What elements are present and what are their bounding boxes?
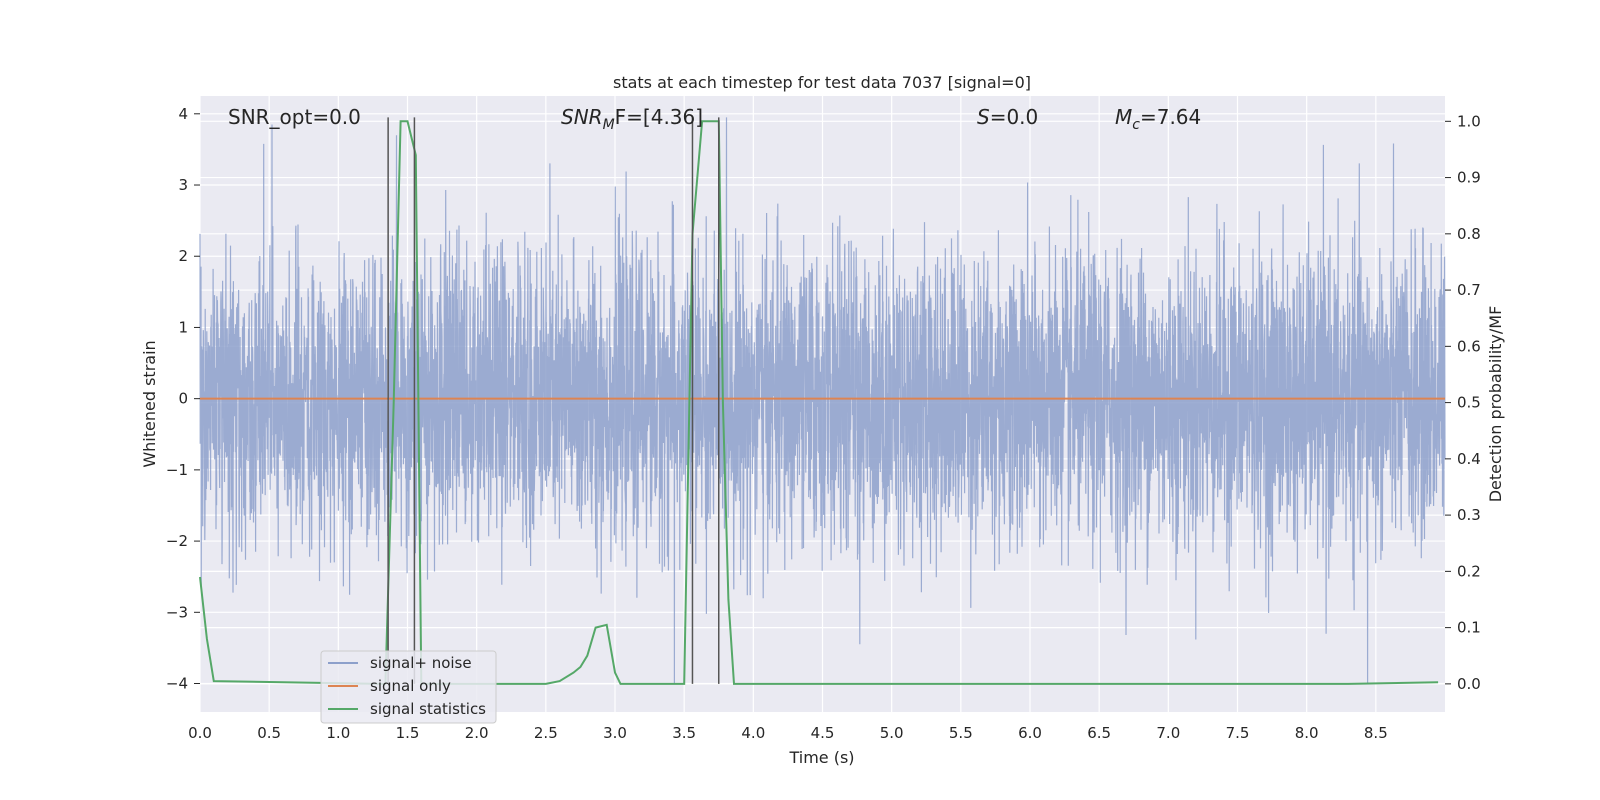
annotation-mc-val-tail: =7.64	[1140, 105, 1201, 129]
y-right-tick-label-10: 1.0	[1457, 112, 1481, 130]
series-signal-noise	[199, 117, 1446, 684]
legend: signal+ noise signal only signal statist…	[320, 650, 497, 724]
x-tick-label-12: 6.0	[1018, 724, 1042, 742]
x-tick-label-11: 5.5	[949, 724, 973, 742]
y-right-tick-label-5: 0.5	[1457, 394, 1481, 412]
x-tick-label-5: 2.5	[534, 724, 558, 742]
annotation-mc-val-sub: c	[1132, 117, 1140, 133]
x-tick-label-9: 4.5	[811, 724, 835, 742]
y-tick-label-6: 2	[178, 247, 188, 265]
legend-label-signal-statistics: signal statistics	[370, 700, 486, 718]
y-right-tick-label-6: 0.6	[1457, 337, 1481, 355]
annotation-snr-opt: SNR_opt=0.0	[228, 105, 361, 129]
y-right-tick-label-8: 0.8	[1457, 225, 1481, 243]
x-axis-label: Time (s)	[788, 748, 854, 767]
y-tick-label-1: −3	[166, 603, 188, 621]
x-tick-label-2: 1.0	[326, 724, 350, 742]
y-tick-label-7: 3	[178, 176, 188, 194]
annotation-mc-val: Mc=7.64	[1115, 105, 1201, 133]
annotation-snr-mf-base: SNR	[561, 105, 603, 129]
annotation-s-val: S=0.0	[977, 105, 1038, 129]
y-right-tick-label-7: 0.7	[1457, 281, 1481, 299]
y-tick-label-4: 0	[178, 390, 188, 408]
y-axis-ticks: −4 −3 −2 −1 0 1 2 3 4	[166, 105, 200, 693]
y-right-tick-label-2: 0.2	[1457, 562, 1481, 580]
annotation-s-val-base: S	[977, 105, 990, 129]
x-axis-ticks: 0.0 0.5 1.0 1.5 2.0 2.5 3.0 3.5 4.0 4.5 5.0 5.5 6.0 6…	[188, 724, 1388, 742]
x-tick-label-3: 1.5	[396, 724, 420, 742]
y-tick-label-3: −1	[166, 461, 188, 479]
x-tick-label-7: 3.5	[672, 724, 696, 742]
x-tick-label-10: 5.0	[880, 724, 904, 742]
series-line-signal-noise	[199, 117, 1446, 684]
y-axis-label: Whitened strain	[140, 340, 159, 467]
y-right-tick-label-9: 0.9	[1457, 169, 1481, 187]
x-tick-label-14: 7.0	[1156, 724, 1180, 742]
y-right-tick-label-1: 0.1	[1457, 619, 1481, 637]
annotation-snr-mf: SNRMF=[4.36]	[561, 105, 703, 133]
annotation-snr-mf-sub: M	[603, 117, 615, 133]
x-tick-label-16: 8.0	[1295, 724, 1319, 742]
annotation-snr-mf-tail: F=[4.36]	[615, 105, 703, 129]
y-right-tick-label-4: 0.4	[1457, 450, 1481, 468]
legend-box	[320, 650, 497, 724]
annotation-s-val-tail: =0.0	[990, 105, 1039, 129]
vertical-markers	[387, 117, 720, 684]
y-right-tick-label-0: 0.0	[1457, 675, 1481, 693]
y-right-axis-label: Detection probability/MF	[1486, 306, 1505, 503]
legend-label-signal-only: signal only	[370, 677, 451, 695]
x-tick-label-13: 6.5	[1087, 724, 1111, 742]
x-tick-label-8: 4.0	[741, 724, 765, 742]
y-tick-label-0: −4	[166, 675, 188, 693]
y-tick-label-5: 1	[178, 318, 188, 336]
y-right-tick-label-3: 0.3	[1457, 506, 1481, 524]
x-tick-label-4: 2.0	[465, 724, 489, 742]
y-right-axis-ticks: 0.0 0.1 0.2 0.3 0.4 0.5 0.6 0.7 0.8 0.9 1.0	[1445, 112, 1481, 693]
chart-title: stats at each timestep for test data 703…	[613, 73, 1031, 92]
x-tick-label-0: 0.0	[188, 724, 212, 742]
x-tick-label-1: 0.5	[257, 724, 281, 742]
legend-label-signal-noise: signal+ noise	[370, 654, 472, 672]
x-tick-label-6: 3.0	[603, 724, 627, 742]
annotation-mc-val-base: M	[1115, 105, 1132, 129]
y-tick-label-2: −2	[166, 532, 188, 550]
x-tick-label-15: 7.5	[1226, 724, 1250, 742]
x-tick-label-17: 8.5	[1364, 724, 1388, 742]
y-tick-label-8: 4	[178, 105, 188, 123]
